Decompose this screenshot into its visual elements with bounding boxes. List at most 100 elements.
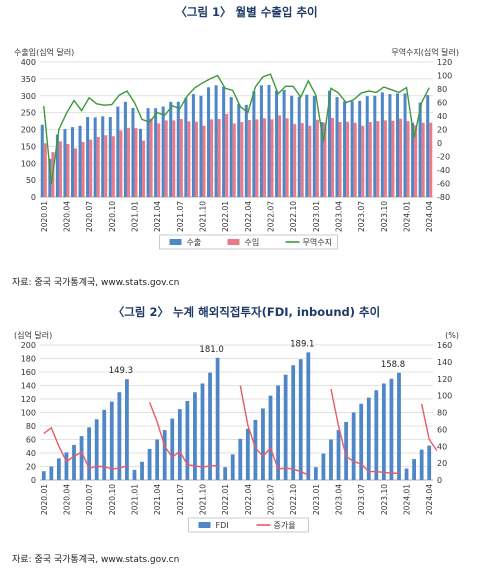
chart2-x-tick-label: 2022.01 [221, 484, 230, 515]
chart2-bar-a [193, 392, 197, 480]
chart1-bar-b [96, 136, 100, 197]
chart1-bar-a [63, 129, 67, 197]
chart1-right-tick-label: -60 [437, 180, 450, 189]
chart1-bar-a [123, 101, 127, 197]
chart2-legend-box [188, 517, 309, 533]
chart1-bar-a [418, 102, 422, 197]
chart1-x-tick-label: 2022.04 [244, 201, 253, 232]
chart2-bar-a [351, 412, 356, 480]
chart2-data-label: 189.1 [290, 339, 314, 349]
chart1-bar-a [207, 87, 211, 197]
chart2-bar-a [147, 448, 152, 480]
chart1-bar-a [297, 96, 301, 197]
chart1-x-tick-label: 2021.10 [198, 201, 207, 232]
chart1-bar-a [350, 101, 354, 197]
chart1-title: 〈그림 1〉 월별 수출입 추이 [175, 5, 318, 19]
chart1-bar-b [353, 122, 357, 197]
chart1-bar-a [320, 122, 324, 197]
chart1-bar-b [368, 122, 372, 197]
chart2-bar-a [215, 357, 220, 480]
chart2-left-tick-label: 80 [26, 422, 36, 431]
chart1-bar-b [232, 123, 236, 197]
chart2-x-tick-label: 2021.10 [198, 484, 207, 515]
chart2-x-tick-label: 2021.04 [153, 484, 162, 515]
chart1-bar-a [222, 86, 226, 197]
chart1-bar-a [169, 101, 173, 197]
chart1-bar-b [126, 127, 130, 197]
chart1-bar-a [395, 93, 399, 197]
chart1-bar-b [149, 118, 153, 197]
chart1-bar-a [101, 116, 105, 197]
chart2-x-tick-label: 2020.10 [108, 484, 117, 515]
chart2-right-tick-label: 120 [437, 375, 452, 384]
chart1-bar-b [202, 125, 206, 197]
chart2-x-tick-label: 2020.07 [85, 484, 94, 515]
chart1-bar-a [312, 95, 316, 197]
chart1-bar-a [176, 101, 180, 197]
chart1-left-axis-label: 수출입(십억 달러) [14, 47, 74, 57]
chart2-bar-a [125, 379, 129, 480]
chart1-x-tick-label: 2021.01 [130, 201, 139, 232]
chart1-x-tick-label: 2020.07 [85, 201, 94, 232]
chart1-bar-b [247, 120, 251, 197]
chart2-bar-a [79, 436, 84, 480]
chart2-x-tick-label: 2023.07 [357, 484, 366, 515]
chart2-bar-a [109, 401, 114, 480]
chart1-bar-b [383, 120, 387, 197]
chart1-bar-b [172, 120, 176, 197]
chart1-left-tick-label: 250 [21, 109, 36, 118]
chart1-bar-a [78, 125, 82, 197]
chart1-bar-b [179, 119, 183, 197]
chart2-bar-a [140, 461, 144, 480]
chart2-bar-a [276, 385, 280, 480]
chart2-x-tick-label: 2022.10 [289, 484, 298, 515]
chart1-x-tick-label: 2020.01 [40, 201, 49, 232]
chart2-bar-a [223, 467, 228, 480]
chart2-bar-a [366, 397, 371, 480]
chart1-bar-b [300, 123, 304, 197]
chart2-bar-a [72, 444, 76, 480]
chart1-right-axis-label: 무역수지(십억 달러) [391, 47, 459, 57]
chart1-bar-a [327, 90, 331, 197]
chart1-bar-b [157, 123, 161, 197]
chart2-bar-a [359, 403, 364, 480]
chart2-x-tick-label: 2020.01 [40, 484, 49, 515]
chart1-bar-a [48, 158, 52, 197]
chart1-legend-box [159, 234, 338, 250]
chart1-left-tick-label: 50 [26, 176, 36, 185]
chart1-bar-b [187, 121, 191, 197]
chart1-x-tick-label: 2022.10 [289, 201, 298, 232]
chart1-right-tick-label: 20 [437, 126, 447, 135]
chart1-bar-b [217, 119, 221, 197]
chart2-left-tick-label: 120 [21, 395, 36, 404]
chart2-x-tick-label: 2023.01 [312, 484, 321, 515]
chart1-bar-b [43, 143, 47, 197]
chart2-right-axis-label: (%) [445, 331, 459, 340]
chart1-bar-b [323, 122, 327, 197]
chart1-legend-swatch [169, 239, 182, 245]
chart2-x-tick-label: 2024.01 [403, 484, 412, 515]
chart1-right-tick-label: -40 [437, 166, 450, 175]
chart2-bar-a [412, 459, 416, 480]
chart1-right-tick-label: -20 [437, 153, 450, 162]
chart1-bar-a [229, 97, 233, 197]
chart2-left-tick-label: 160 [21, 368, 36, 377]
chart1-bar-b [210, 119, 214, 197]
chart1-x-tick-label: 2020.04 [62, 201, 71, 232]
chart2-bar-a [306, 352, 311, 480]
chart1-bar-b [58, 141, 62, 197]
chart1-bar-b [270, 119, 274, 197]
chart1-bar-a [93, 117, 97, 197]
chart2-x-tick-label: 2021.07 [176, 484, 185, 515]
chart1-left-tick-label: 350 [21, 75, 36, 84]
chart2-legend-label: 증가율 [274, 521, 296, 530]
chart2-bar-a [419, 449, 424, 480]
chart2-bar-a [208, 372, 212, 480]
chart1-source: 자료: 중국 국가통계국, www.stats.gov.cn [12, 278, 180, 288]
chart2-bar-a [291, 365, 296, 480]
chart1-x-tick-label: 2020.10 [108, 201, 117, 232]
chart1-x-tick-label: 2023.07 [357, 201, 366, 232]
chart2-left-tick-label: 40 [26, 449, 36, 458]
chart2-bar-a [230, 454, 235, 480]
chart1-bar-a [214, 85, 218, 197]
